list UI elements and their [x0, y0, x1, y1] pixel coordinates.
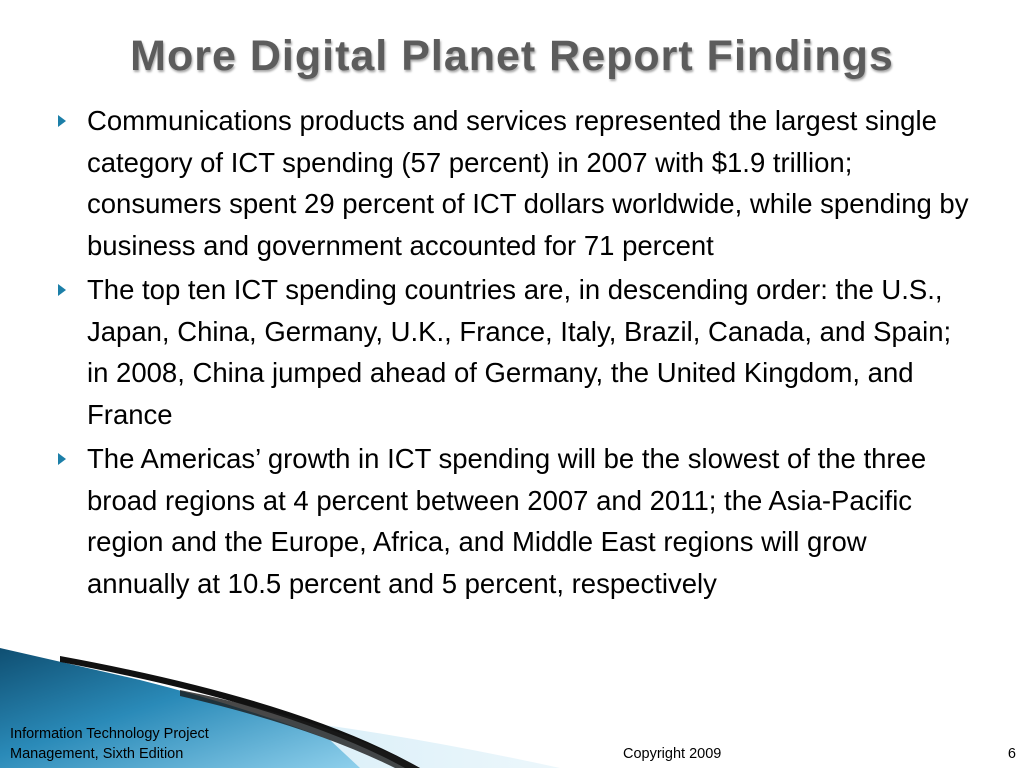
- triangle-bullet-icon: [58, 284, 66, 296]
- footer-book-title-line1: Information Technology Project: [10, 726, 209, 742]
- triangle-bullet-icon: [58, 115, 66, 127]
- bullet-list: Communications products and services rep…: [56, 100, 976, 607]
- bullet-item: The top ten ICT spending countries are, …: [56, 269, 976, 435]
- bullet-item: The Americas’ growth in ICT spending wil…: [56, 438, 976, 604]
- bullet-text: The Americas’ growth in ICT spending wil…: [87, 443, 927, 599]
- footer-book-title-line2: Management, Sixth Edition: [10, 746, 184, 762]
- bullet-item: Communications products and services rep…: [56, 100, 976, 266]
- footer-book-title: Information Technology Project Managemen…: [10, 724, 270, 764]
- slide-title: More Digital Planet Report Findings: [130, 32, 894, 80]
- bullet-text: Communications products and services rep…: [87, 105, 969, 261]
- triangle-bullet-icon: [58, 453, 66, 465]
- bullet-text: The top ten ICT spending countries are, …: [87, 274, 952, 430]
- footer-copyright: Copyright 2009: [623, 746, 722, 762]
- footer-page-number: 6: [1007, 746, 1016, 762]
